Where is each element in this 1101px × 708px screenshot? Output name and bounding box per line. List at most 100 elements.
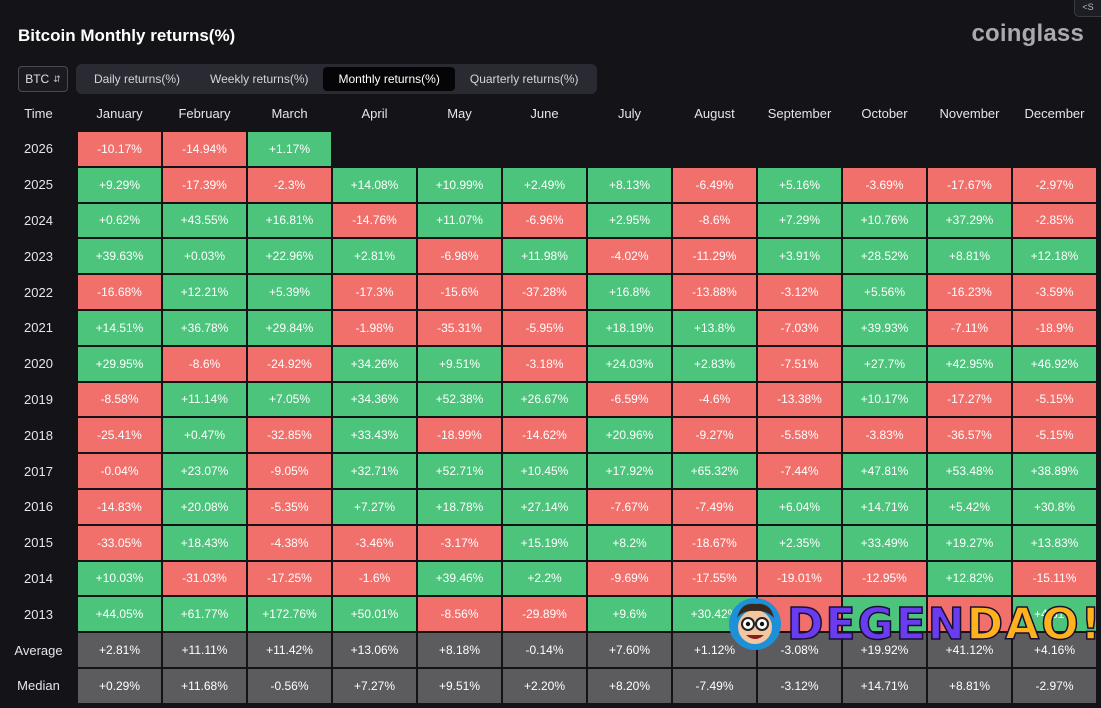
row-label-2014: 2014 [24, 570, 53, 586]
asset-select[interactable]: BTC ⇵ [18, 66, 68, 92]
return-cell-2016-june: +27.14% [503, 490, 586, 524]
median-cell-august: -7.49% [673, 669, 756, 703]
return-cell-2015-june: +15.19% [503, 525, 586, 560]
return-cell-2024-may: +11.07% [418, 203, 501, 238]
return-cell-2022-september: -3.12% [758, 275, 841, 309]
return-cell-2014-july: -9.69% [588, 561, 671, 596]
return-cell-2018-march: -32.85% [248, 418, 331, 453]
average-cell-july: +7.60% [588, 633, 671, 667]
column-header-january: January [96, 105, 143, 121]
return-cell-2013-july: +9.6% [588, 597, 671, 632]
return-cell-2016-march: -5.35% [248, 490, 331, 524]
column-header-march: March [271, 105, 308, 121]
return-cell-2013-march: +172.76% [248, 597, 331, 632]
return-cell-2020-july: +24.03% [588, 346, 671, 381]
row-label-2022: 2022 [24, 284, 53, 300]
return-cell-2015-september: +2.35% [758, 525, 841, 560]
return-cell-2014-november: +12.82% [928, 561, 1011, 596]
return-cell-2023-july: -4.02% [588, 239, 671, 274]
average-cell-march: +11.42% [248, 633, 331, 667]
return-cell-2013-october [843, 597, 926, 632]
return-cell-2013-january: +44.05% [78, 597, 161, 632]
return-cell-2023-february: +0.03% [163, 239, 246, 274]
return-cell-2024-september: +7.29% [758, 203, 841, 238]
column-header-time: Time [24, 105, 53, 121]
return-cell-2019-august: -4.6% [673, 382, 756, 417]
return-cell-2014-february: -31.03% [163, 561, 246, 596]
return-cell-2023-january: +39.63% [78, 239, 161, 274]
return-cell-2023-october: +28.52% [843, 239, 926, 274]
return-cell-2019-april: +34.36% [333, 382, 416, 417]
return-cell-2019-january: -8.58% [78, 382, 161, 417]
asset-select-value: BTC [25, 72, 50, 86]
return-cell-2014-june: +2.2% [503, 561, 586, 596]
return-cell-2025-september: +5.16% [758, 167, 841, 202]
return-cell-2016-november: +5.42% [928, 490, 1011, 524]
return-cell-2023-august: -11.29% [673, 239, 756, 274]
return-cell-2020-february: -8.6% [163, 346, 246, 381]
return-cell-2013-august: +30.42% [673, 597, 756, 632]
row-label-2021: 2021 [24, 320, 53, 336]
return-cell-2013-may: -8.56% [418, 597, 501, 632]
tab-monthly-returns[interactable]: Monthly returns(%) [323, 67, 455, 91]
row-label-2023: 2023 [24, 248, 53, 264]
return-cell-2016-july: -7.67% [588, 490, 671, 524]
return-cell-2020-march: -24.92% [248, 346, 331, 381]
return-cell-2024-november: +37.29% [928, 203, 1011, 238]
return-cell-2014-march: -17.25% [248, 561, 331, 596]
return-cell-2018-august: -9.27% [673, 418, 756, 453]
return-cell-2019-september: -13.38% [758, 382, 841, 417]
return-cell-2025-march: -2.3% [248, 167, 331, 202]
tab-weekly-returns[interactable]: Weekly returns(%) [210, 72, 309, 86]
return-cell-2017-july: +17.92% [588, 454, 671, 488]
return-cell-2023-november: +8.81% [928, 239, 1011, 274]
return-cell-2021-november: -7.11% [928, 311, 1011, 345]
return-cell-2024-june: -6.96% [503, 203, 586, 238]
return-cell-2018-june: -14.62% [503, 418, 586, 453]
return-cell-2016-october: +14.71% [843, 490, 926, 524]
chevron-updown-icon: ⇵ [53, 73, 61, 84]
row-label-2019: 2019 [24, 391, 53, 407]
return-cell-2015-february: +18.43% [163, 525, 246, 560]
return-cell-2017-march: -9.05% [248, 454, 331, 488]
return-cell-2015-march: -4.38% [248, 525, 331, 560]
return-cell-2017-january: -0.04% [78, 454, 161, 488]
return-cell-2023-june: +11.98% [503, 239, 586, 274]
return-cell-2017-may: +52.71% [418, 454, 501, 488]
average-cell-may: +8.18% [418, 633, 501, 667]
return-cell-2014-april: -1.6% [333, 561, 416, 596]
return-cell-2013-november [928, 597, 1011, 632]
row-label-2013: 2013 [24, 606, 53, 622]
column-header-may: May [447, 105, 472, 121]
tab-quarterly-returns[interactable]: Quarterly returns(%) [469, 72, 579, 86]
return-cell-2022-december: -3.59% [1013, 275, 1096, 309]
return-cell-2017-october: +47.81% [843, 454, 926, 488]
return-cell-2017-april: +32.71% [333, 454, 416, 488]
return-cell-2024-march: +16.81% [248, 203, 331, 238]
page-title: Bitcoin Monthly returns(%) [18, 26, 236, 45]
return-cell-2022-march: +5.39% [248, 275, 331, 309]
return-cell-2019-march: +7.05% [248, 382, 331, 417]
row-label-2025: 2025 [24, 177, 53, 193]
tab-daily-returns[interactable]: Daily returns(%) [94, 72, 181, 86]
return-cell-2016-january: -14.83% [78, 490, 161, 524]
median-cell-september: -3.12% [758, 669, 841, 703]
return-cell-2021-march: +29.84% [248, 311, 331, 345]
return-cell-2020-september: -7.51% [758, 346, 841, 381]
average-cell-april: +13.06% [333, 633, 416, 667]
return-cell-2026-february: -14.94% [163, 132, 246, 166]
return-cell-2014-january: +10.03% [78, 561, 161, 596]
return-cell-2017-february: +23.07% [163, 454, 246, 488]
share-button[interactable]: <S [1074, 0, 1101, 17]
return-cell-2023-september: +3.91% [758, 239, 841, 274]
return-cell-2022-june: -37.28% [503, 275, 586, 309]
return-cell-2020-january: +29.95% [78, 346, 161, 381]
row-label-2015: 2015 [24, 535, 53, 551]
return-cell-2022-july: +16.8% [588, 275, 671, 309]
return-cell-2021-april: -1.98% [333, 311, 416, 345]
return-cell-2021-october: +39.93% [843, 311, 926, 345]
return-cell-2019-november: -17.27% [928, 382, 1011, 417]
return-cell-2022-november: -16.23% [928, 275, 1011, 309]
return-cell-2015-april: -3.46% [333, 525, 416, 560]
return-cell-2016-may: +18.78% [418, 490, 501, 524]
